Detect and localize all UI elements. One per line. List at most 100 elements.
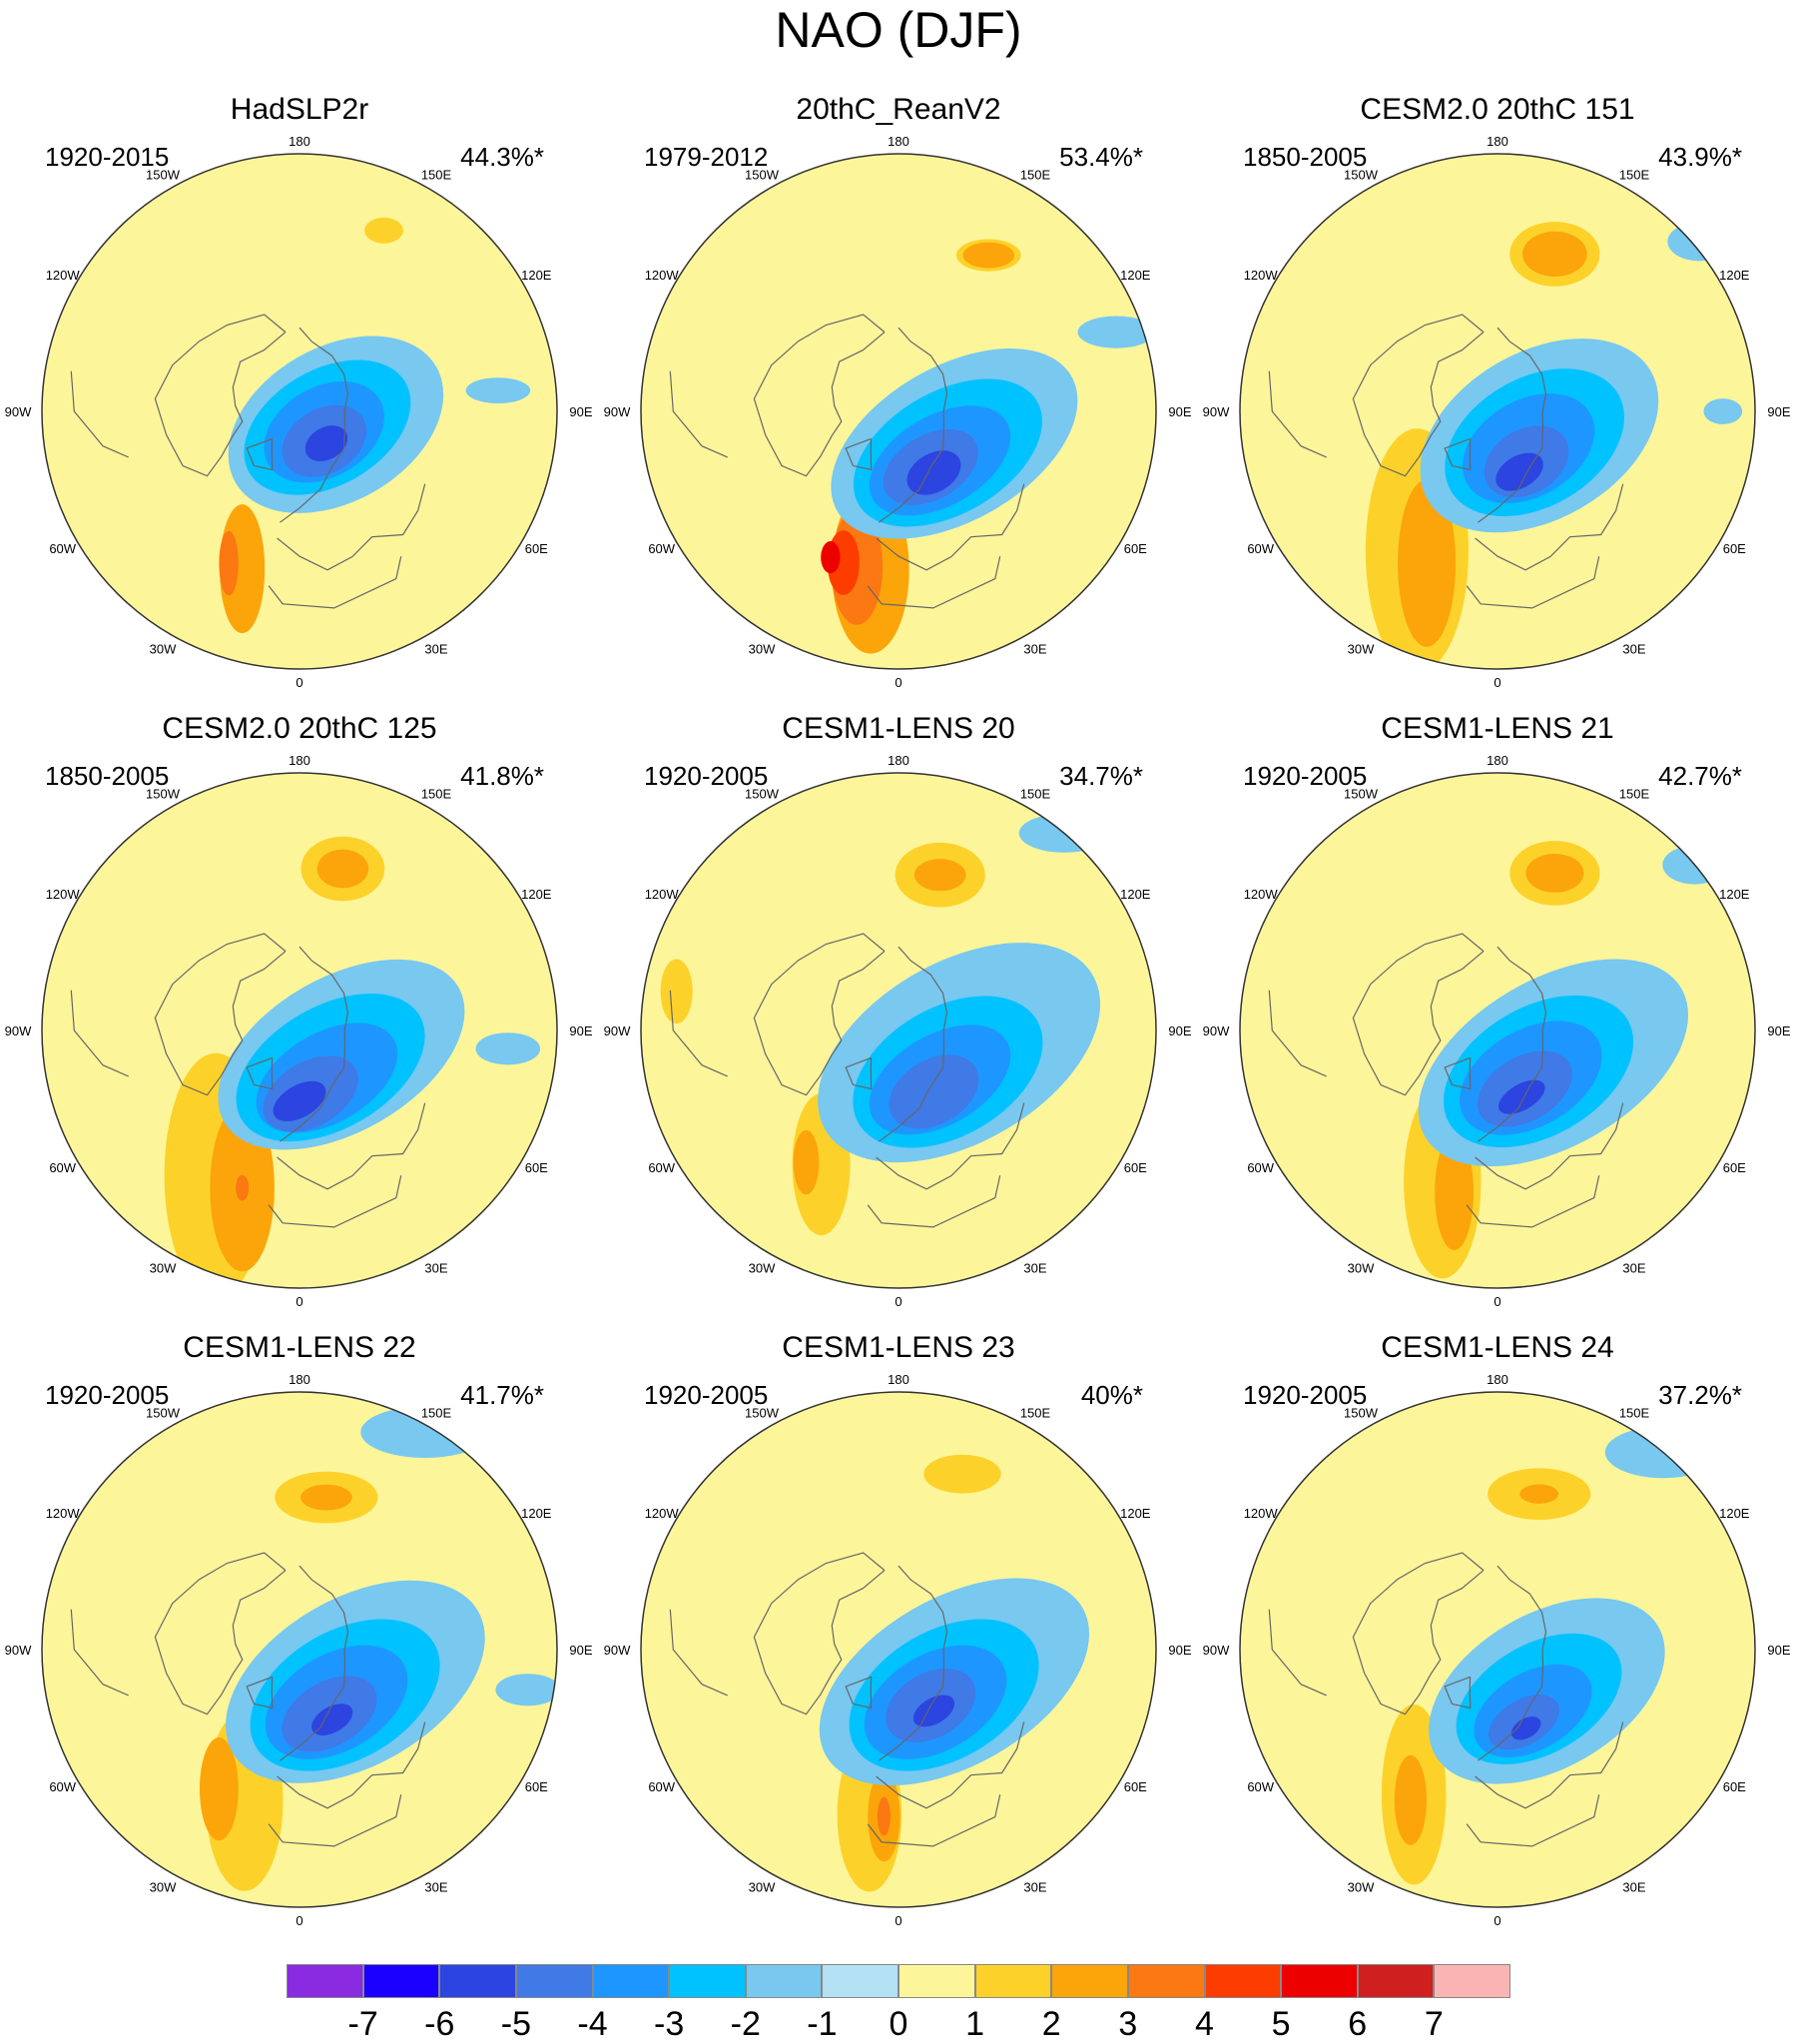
- longitude-label: 60E: [1124, 541, 1147, 556]
- colorbar-swatch: [1051, 1964, 1128, 1998]
- colorbar-tick-label: -6: [424, 2005, 455, 2043]
- coastline: [1268, 1552, 1624, 1847]
- longitude-label: 90E: [1767, 1643, 1790, 1658]
- anomaly-field: [821, 239, 1155, 654]
- longitude-label: 0: [895, 1913, 901, 1928]
- high-pressure-contour: [1435, 1134, 1474, 1250]
- polar-map: 180 150W 150E 120W 120E 90W 90E 60W 60E 30W 30E 0: [604, 1372, 1192, 1928]
- period-label: 1920-2005: [644, 761, 769, 791]
- colorbar-tick-label: 7: [1424, 2005, 1444, 2043]
- longitude-label: 90W: [1203, 1643, 1230, 1658]
- polar-map: 180 150W 150E 120W 120E 90W 90E 60W 60E 30W 30E 0: [1203, 753, 1791, 1309]
- longitude-label: 120E: [1719, 1506, 1750, 1521]
- longitude-label: 120E: [521, 268, 552, 283]
- high-pressure-contour: [913, 859, 966, 892]
- polar-map: 180 150W 150E 120W 120E 90W 90E 60W 60E 30W 30E 0: [604, 134, 1192, 690]
- map-outline: [640, 153, 1157, 670]
- longitude-label: 180: [888, 1372, 909, 1387]
- period-label: 1920-2005: [1243, 761, 1368, 791]
- low-pressure-contour: [304, 425, 348, 462]
- longitude-label: 180: [1487, 134, 1508, 149]
- coastline: [70, 1552, 426, 1847]
- longitude-label: 150W: [1344, 168, 1379, 183]
- low-pressure-contour: [1077, 316, 1155, 348]
- map-panel: CESM1-LENS 24 180 150W 150E 120W 120E 90W 90E 60…: [1198, 1330, 1797, 1949]
- panel-title: CESM2.0 20thC 125: [162, 712, 437, 745]
- high-pressure-contour: [1519, 1484, 1559, 1504]
- longitude-label: 60W: [1247, 541, 1274, 556]
- longitude-label: 60E: [1723, 1160, 1746, 1175]
- longitude-label: 30E: [1622, 1260, 1645, 1275]
- colorbar-tick-label: 3: [1118, 2005, 1138, 2043]
- polar-map: 180 150W 150E 120W 120E 90W 90E 60W 60E 30W 30E 0: [5, 134, 593, 690]
- longitude-label: 60W: [49, 1160, 76, 1175]
- map-outline: [640, 772, 1157, 1289]
- colorbar-tick-label: -7: [347, 2005, 378, 2043]
- map-outline: [640, 1391, 1157, 1908]
- polar-map: 180 150W 150E 120W 120E 90W 90E 60W 60E 30W 30E 0: [1203, 1372, 1791, 1928]
- panel-title: HadSLP2r: [230, 93, 369, 126]
- coastline: [70, 933, 426, 1228]
- longitude-label: 150W: [745, 1406, 780, 1421]
- longitude-label: 120W: [1244, 1506, 1279, 1521]
- longitude-label: 30W: [749, 1879, 776, 1894]
- low-pressure-contour: [1703, 398, 1743, 424]
- high-pressure-contour: [199, 1737, 239, 1841]
- map-outline: [41, 153, 558, 670]
- high-pressure-contour: [962, 242, 1015, 269]
- longitude-label: 150W: [146, 168, 181, 183]
- map-panel: CESM1-LENS 23 180 150W 150E 120W 120E 90W 90E 60…: [599, 1330, 1198, 1949]
- longitude-label: 30E: [1622, 641, 1645, 656]
- longitude-label: 150E: [1619, 787, 1650, 802]
- colorbar-swatch: [898, 1964, 975, 1998]
- longitude-label: 150W: [146, 1406, 181, 1421]
- longitude-label: 0: [1494, 1913, 1500, 1928]
- longitude-label: 120E: [1120, 268, 1151, 283]
- longitude-label: 150E: [421, 168, 452, 183]
- high-pressure-contour: [923, 1454, 1001, 1494]
- longitude-label: 30E: [1622, 1879, 1645, 1894]
- longitude-label: 60W: [648, 1779, 675, 1794]
- longitude-label: 30E: [424, 1879, 447, 1894]
- longitude-label: 60E: [1124, 1160, 1147, 1175]
- map-outline: [41, 1391, 558, 1908]
- colorbar-swatch: [745, 1964, 823, 1998]
- colorbar-tick-label: -5: [500, 2005, 531, 2043]
- longitude-label: 150W: [1344, 1406, 1379, 1421]
- panel-title: CESM1-LENS 23: [782, 1331, 1015, 1364]
- high-pressure-contour: [300, 1484, 352, 1511]
- period-label: 1920-2005: [1243, 1380, 1368, 1410]
- longitude-label: 30E: [1023, 1260, 1046, 1275]
- longitude-label: 120E: [1719, 268, 1750, 283]
- longitude-label: 60E: [1723, 541, 1746, 556]
- longitude-label: 30W: [150, 641, 177, 656]
- colorbar-tick-label: 6: [1348, 2005, 1368, 2043]
- longitude-label: 180: [1487, 1372, 1508, 1387]
- low-pressure-contour: [1510, 1716, 1541, 1740]
- variance-explained: 43.9%*: [1658, 142, 1742, 172]
- colorbar-tick-label: 1: [965, 2005, 985, 2043]
- map-panel: CESM1-LENS 21 180 150W 150E 120W 120E 90W 90E 60…: [1198, 711, 1797, 1330]
- longitude-label: 90W: [5, 404, 32, 419]
- colorbar-swatch: [974, 1964, 1052, 1998]
- colorbar-swatch: [515, 1964, 593, 1998]
- panel-title: 20thC_ReanV2: [796, 93, 1001, 126]
- longitude-label: 30W: [1348, 641, 1375, 656]
- longitude-label: 30W: [150, 1260, 177, 1275]
- longitude-label: 60W: [49, 541, 76, 556]
- high-pressure-contour: [316, 849, 369, 889]
- anomaly-field: [819, 1454, 1089, 1892]
- longitude-label: 0: [895, 675, 901, 690]
- anomaly-field: [164, 836, 541, 1288]
- longitude-label: 60W: [648, 541, 675, 556]
- longitude-label: 60E: [525, 1779, 548, 1794]
- longitude-label: 120E: [521, 1506, 552, 1521]
- longitude-label: 90E: [569, 1023, 592, 1038]
- longitude-label: 90W: [1203, 1023, 1230, 1038]
- low-pressure-contour: [906, 450, 961, 495]
- period-label: 1979-2012: [644, 142, 769, 172]
- longitude-label: 60W: [1247, 1779, 1274, 1794]
- low-pressure-contour: [465, 377, 531, 403]
- longitude-label: 90E: [1168, 404, 1191, 419]
- variance-explained: 40%*: [1080, 1380, 1143, 1410]
